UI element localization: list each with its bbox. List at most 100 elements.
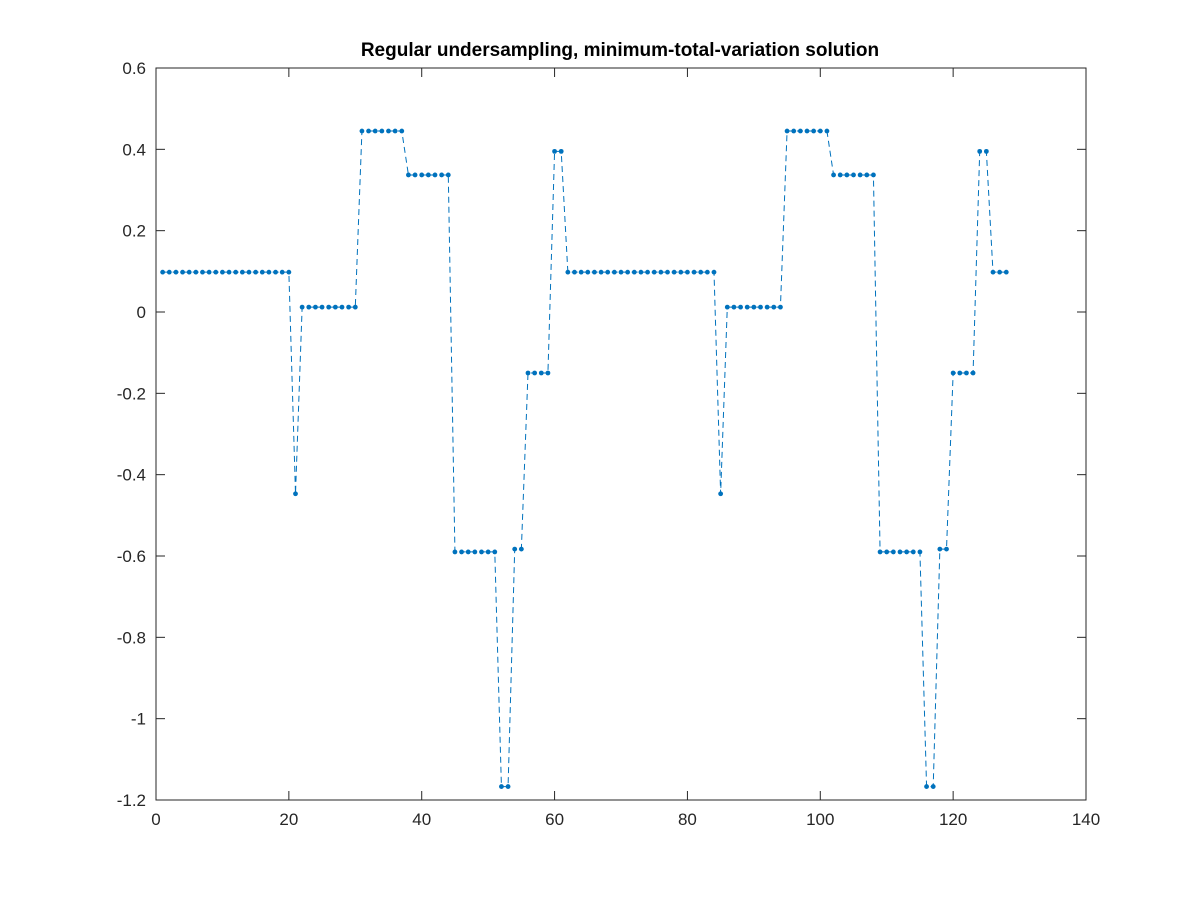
data-point (638, 269, 644, 275)
data-point (658, 269, 664, 275)
x-tick-label: 40 (412, 810, 431, 829)
data-point (173, 269, 179, 275)
data-point (957, 370, 963, 376)
data-point (379, 128, 385, 134)
data-point (804, 128, 810, 134)
x-tick-label: 140 (1072, 810, 1100, 829)
data-point (346, 304, 352, 310)
data-point (565, 269, 571, 275)
data-point (200, 269, 205, 275)
data-point (518, 546, 524, 552)
data-point (897, 549, 903, 555)
plot-area: 0 20 40 60 80 100 120 140 -1.2 -1 -0.8 -0.6 -0.4 -0.… (117, 59, 1100, 829)
data-point (499, 784, 504, 789)
data-point (890, 549, 896, 555)
y-axis-ticks: -1.2 -1 -0.8 -0.6 -0.4 -0.2 0 0.2 0.4 0.6 (117, 59, 1086, 810)
data-point (479, 549, 484, 555)
data-point (924, 784, 929, 789)
data-point (831, 172, 836, 178)
data-point (425, 172, 431, 178)
data-point (698, 269, 704, 275)
data-point (857, 172, 863, 178)
data-point (399, 128, 405, 134)
data-point (472, 549, 478, 555)
data-point (372, 128, 378, 134)
data-point (625, 269, 631, 275)
data-point (532, 370, 538, 376)
data-point (266, 269, 272, 275)
data-point (678, 269, 684, 275)
data-point (937, 546, 943, 552)
data-point (432, 172, 438, 178)
data-point (970, 370, 976, 376)
data-point (851, 172, 856, 178)
y-tick-label: -0.4 (117, 466, 146, 485)
y-tick-label: 0.6 (122, 59, 146, 78)
data-point (844, 172, 850, 178)
x-tick-label: 100 (806, 810, 834, 829)
data-point (186, 269, 192, 275)
data-point (618, 269, 624, 275)
data-point (406, 172, 411, 178)
x-axis-ticks: 0 20 40 60 80 100 120 140 (151, 68, 1100, 829)
data-series (160, 128, 1009, 789)
data-point (758, 304, 763, 310)
data-point (784, 128, 790, 134)
data-point (837, 172, 843, 178)
data-point (997, 269, 1003, 275)
data-point (744, 304, 750, 310)
data-point (445, 172, 451, 178)
data-point (226, 269, 232, 275)
data-point (319, 304, 325, 310)
x-tick-label: 120 (939, 810, 967, 829)
data-point (884, 549, 890, 555)
data-point (180, 269, 185, 275)
data-point (592, 269, 597, 275)
x-tick-label: 60 (545, 810, 564, 829)
y-tick-label: -0.2 (117, 384, 146, 403)
data-point (917, 549, 923, 555)
data-point (871, 172, 876, 178)
data-point (386, 128, 391, 134)
y-tick-label: -0.6 (117, 547, 146, 566)
data-point (538, 370, 544, 376)
data-point (964, 370, 969, 376)
data-point (930, 784, 936, 789)
data-point (598, 269, 604, 275)
data-point (685, 269, 690, 275)
data-point (791, 128, 797, 134)
data-point (950, 370, 956, 376)
data-point (286, 269, 292, 275)
data-point (485, 549, 491, 555)
data-point (944, 546, 949, 552)
x-tick-label: 0 (151, 810, 160, 829)
y-tick-label: 0.2 (122, 222, 146, 241)
data-point (213, 269, 219, 275)
data-point (259, 269, 265, 275)
data-point (452, 549, 458, 555)
data-point (718, 491, 724, 497)
y-tick-label: -1 (131, 710, 146, 729)
data-point (412, 172, 418, 178)
data-point (665, 269, 670, 275)
data-point (691, 269, 697, 275)
data-point (492, 549, 498, 555)
data-point (731, 304, 737, 310)
y-tick-label: 0.4 (122, 140, 146, 159)
data-point (352, 304, 358, 310)
data-point (904, 549, 910, 555)
data-point (578, 269, 584, 275)
data-point (552, 148, 557, 154)
data-point (439, 172, 445, 178)
data-point (977, 148, 983, 154)
data-point (239, 269, 245, 275)
data-point (817, 128, 823, 134)
data-point (864, 172, 870, 178)
data-point (724, 304, 730, 310)
data-point (797, 128, 803, 134)
data-point (572, 269, 577, 275)
y-tick-label: 0 (137, 303, 146, 322)
data-point (778, 304, 783, 310)
data-point (611, 269, 617, 275)
axes-box (155, 67, 1087, 801)
